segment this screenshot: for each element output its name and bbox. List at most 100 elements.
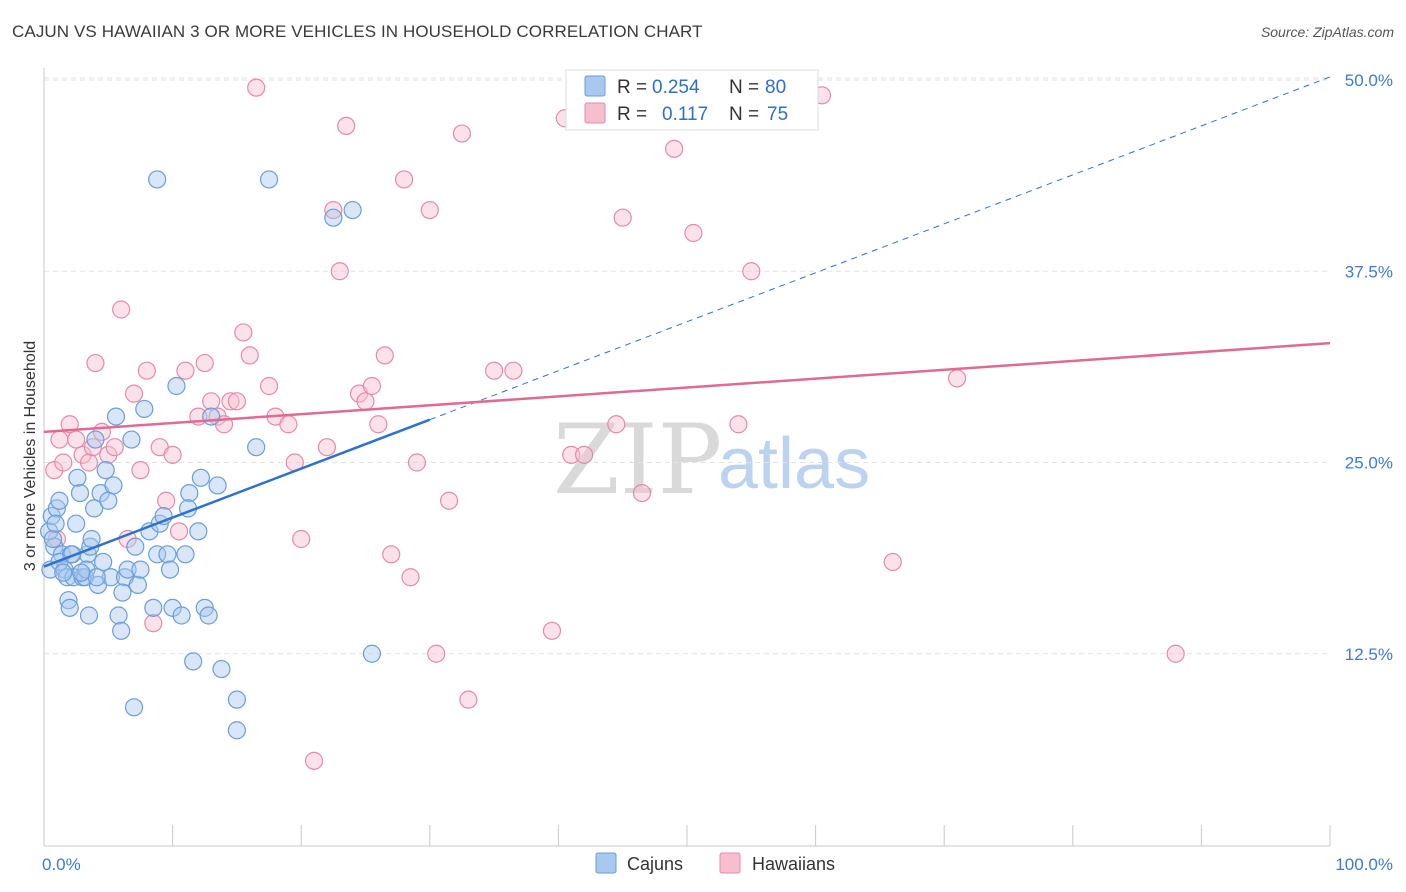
legend-n-label: N = xyxy=(729,77,759,98)
point-hawaiians xyxy=(112,300,131,319)
point-hawaiians xyxy=(375,346,394,365)
point-cajuns xyxy=(122,430,141,449)
point-hawaiians xyxy=(613,208,632,227)
point-cajuns xyxy=(99,491,118,510)
point-cajuns xyxy=(79,606,99,625)
point-cajuns xyxy=(202,407,221,426)
point-hawaiians xyxy=(542,621,562,640)
legend-r-value-hawaiians: 0.117 xyxy=(662,104,708,125)
point-hawaiians xyxy=(105,438,124,457)
point-cajuns xyxy=(87,568,106,587)
point-hawaiians xyxy=(195,353,214,373)
point-cajuns xyxy=(189,522,208,541)
point-cajuns xyxy=(191,468,210,487)
point-hawaiians xyxy=(439,491,459,510)
point-hawaiians xyxy=(459,690,478,709)
legend-box: R = 0.254 N = 80 R = 0.117 N = 75 xyxy=(565,69,819,131)
legend-n-value-cajuns: 80 xyxy=(765,77,786,98)
point-hawaiians xyxy=(247,78,266,97)
x-tick-label-min: 0.0% xyxy=(42,855,81,874)
legend-r-label: R = xyxy=(617,104,647,125)
trend-cajuns-extension xyxy=(429,76,1331,421)
legend-swatch-cajuns xyxy=(584,75,606,97)
point-cajuns xyxy=(212,659,231,679)
point-cajuns xyxy=(104,476,123,495)
point-cajuns xyxy=(247,438,266,457)
point-hawaiians xyxy=(883,552,902,572)
point-cajuns xyxy=(50,491,69,510)
point-hawaiians xyxy=(632,484,652,503)
point-hawaiians xyxy=(607,415,626,434)
point-cajuns xyxy=(144,598,163,617)
x-tick-label-max: 100.0% xyxy=(1335,855,1393,874)
point-cajuns xyxy=(72,563,91,582)
point-cajuns xyxy=(160,560,180,579)
point-hawaiians xyxy=(163,445,182,464)
point-cajuns xyxy=(148,170,167,189)
point-hawaiians xyxy=(1166,644,1185,663)
point-hawaiians xyxy=(50,430,69,449)
y-axis-title: 3 or more Vehicles in Household xyxy=(22,341,39,571)
legend-n-value-hawaiians: 75 xyxy=(767,104,788,125)
point-cajuns xyxy=(67,514,86,533)
point-hawaiians xyxy=(452,124,472,143)
legend-r-value-cajuns: 0.254 xyxy=(652,77,700,98)
point-hawaiians xyxy=(54,453,73,472)
point-cajuns xyxy=(324,208,343,227)
point-hawaiians xyxy=(169,522,189,541)
point-hawaiians xyxy=(562,445,581,464)
legend-n-label: N = xyxy=(729,104,759,125)
point-cajuns xyxy=(135,399,154,419)
trend-cajuns xyxy=(43,418,431,568)
point-cajuns xyxy=(101,568,120,587)
point-cajuns xyxy=(77,560,96,579)
y-tick-label: 12.5% xyxy=(1345,645,1393,664)
point-cajuns xyxy=(208,476,227,495)
point-hawaiians xyxy=(401,568,420,587)
point-hawaiians xyxy=(137,361,156,380)
point-hawaiians xyxy=(407,453,427,472)
gridlines xyxy=(44,77,1330,655)
point-hawaiians xyxy=(131,461,150,480)
y-tick-label: 50.0% xyxy=(1345,71,1393,90)
point-cajuns xyxy=(109,606,128,625)
watermark: ZIP atlas xyxy=(553,404,870,516)
point-hawaiians xyxy=(420,200,439,220)
point-hawaiians xyxy=(227,392,246,411)
trend-hawaiians xyxy=(43,341,1331,434)
point-hawaiians xyxy=(60,415,79,434)
point-hawaiians xyxy=(67,430,86,449)
point-hawaiians xyxy=(427,644,446,663)
point-cajuns xyxy=(184,652,203,671)
bottom-legend-swatch-cajuns xyxy=(595,852,617,874)
bottom-legend: Cajuns Hawaiians xyxy=(595,852,835,874)
source-credit: Source: ZipAtlas.com xyxy=(1260,24,1394,40)
point-hawaiians xyxy=(279,415,298,434)
point-hawaiians xyxy=(362,376,382,396)
point-hawaiians xyxy=(240,346,259,365)
point-cajuns xyxy=(227,690,246,709)
point-cajuns xyxy=(112,621,131,640)
point-hawaiians xyxy=(79,453,99,472)
watermark-zip: ZIP xyxy=(553,404,722,516)
series-cajuns xyxy=(40,170,382,740)
bottom-legend-hawaiians: Hawaiians xyxy=(752,854,835,874)
point-cajuns xyxy=(43,529,63,549)
point-cajuns xyxy=(124,698,144,717)
point-hawaiians xyxy=(684,223,703,243)
point-cajuns xyxy=(86,430,105,449)
bottom-legend-swatch-hawaiians xyxy=(719,852,741,874)
point-cajuns xyxy=(172,606,191,625)
point-cajuns xyxy=(128,575,147,595)
point-cajuns xyxy=(259,170,279,189)
point-hawaiians xyxy=(292,529,311,549)
point-cajuns xyxy=(180,484,199,503)
point-cajuns xyxy=(362,644,382,663)
point-cajuns xyxy=(46,514,65,533)
y-tick-label: 25.0% xyxy=(1345,454,1393,473)
point-hawaiians xyxy=(369,415,388,434)
point-cajuns xyxy=(60,598,79,617)
point-hawaiians xyxy=(157,491,176,510)
point-cajuns xyxy=(227,721,246,740)
point-cajuns xyxy=(343,200,362,220)
